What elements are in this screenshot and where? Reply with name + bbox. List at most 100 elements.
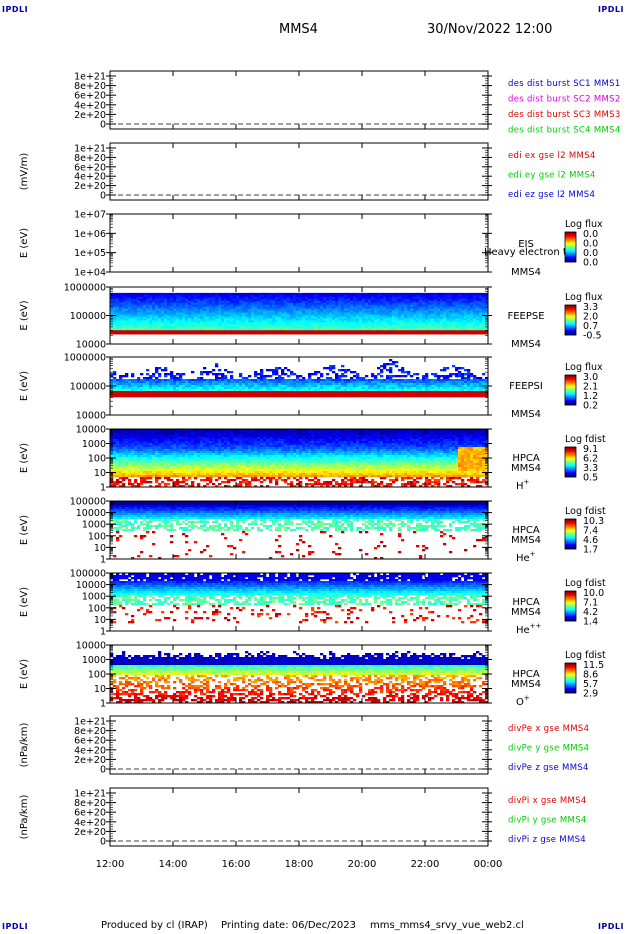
spectrogram-cell	[479, 312, 483, 315]
spectrogram-cell	[233, 296, 237, 300]
spectrogram-cell	[194, 300, 198, 304]
spectrogram-cell	[260, 324, 264, 327]
spectrogram-cell	[341, 310, 345, 313]
spectrogram-cell	[440, 304, 444, 307]
spectrogram-cell	[266, 330, 270, 333]
spectrogram-cell	[275, 314, 279, 317]
spectrogram-cell	[434, 316, 438, 319]
spectrogram-cell	[224, 369, 228, 372]
spectrogram-cell	[338, 298, 342, 302]
spectrogram-cell	[206, 326, 210, 329]
spectrogram-cell	[248, 314, 252, 317]
spectrogram-cell	[419, 385, 423, 388]
spectrogram-cell	[326, 385, 330, 388]
spectrogram-cell	[212, 322, 216, 325]
spectrogram-cell	[170, 387, 174, 390]
spectrogram-cell	[149, 451, 153, 454]
spectrogram-cell	[305, 320, 309, 323]
spectrogram-cell	[128, 379, 132, 382]
spectrogram-cell	[362, 302, 366, 305]
spectrogram-cell	[392, 302, 396, 305]
spectrogram-cell	[146, 395, 150, 398]
y-tick-label: 4e+20	[74, 172, 106, 183]
spectrogram-cell	[320, 328, 324, 331]
spectrogram-cell	[119, 435, 123, 438]
spectrogram-cell	[464, 308, 468, 311]
spectrogram-cell	[200, 300, 204, 304]
spectrogram-cell	[245, 332, 249, 335]
spectrogram-cell	[134, 449, 138, 452]
spectrogram-cell	[302, 298, 306, 302]
spectrogram-cell	[395, 306, 399, 309]
spectrogram-cell	[239, 320, 243, 323]
spectrogram-cell	[296, 383, 300, 386]
spectrogram-cell	[116, 443, 120, 446]
spectrogram-cell	[287, 389, 291, 392]
spectrogram-cell	[233, 379, 237, 382]
spectrogram-cell	[185, 328, 189, 331]
spectrogram-cell	[278, 379, 282, 382]
spectrogram-cell	[266, 302, 270, 305]
spectrogram-cell	[278, 332, 282, 335]
spectrogram-cell	[362, 330, 366, 333]
spectrogram-cell	[344, 326, 348, 329]
spectrogram-cell	[302, 318, 306, 321]
spectrogram-cell	[302, 387, 306, 390]
spectrogram-cell	[416, 330, 420, 333]
spectrogram-cell	[140, 469, 144, 472]
spectrogram-cell	[323, 308, 327, 311]
spectrogram-cell	[479, 298, 483, 302]
spectrogram-cell	[443, 300, 447, 304]
spectrogram-cell	[266, 294, 270, 298]
spectrogram-cell	[269, 300, 273, 304]
spectrogram-cell	[218, 377, 222, 380]
spectrogram-cell	[383, 312, 387, 315]
spectrogram-cell	[296, 387, 300, 390]
spectrogram-cell	[437, 391, 441, 394]
spectrogram-cell	[110, 304, 114, 307]
spectrogram-cell	[221, 322, 225, 325]
spectrogram-cell	[188, 294, 192, 298]
spectrogram-cell	[419, 306, 423, 309]
corner-label-bottom-right: IPDLI	[597, 922, 624, 931]
spectrogram-cell	[359, 322, 363, 325]
spectrogram-cell	[134, 453, 138, 456]
spectrogram-cell	[353, 389, 357, 392]
spectrogram-cell	[197, 316, 201, 319]
spectrogram-cell	[122, 443, 126, 446]
spectrogram-cell	[164, 296, 168, 300]
spectrogram-cell	[287, 300, 291, 304]
spectrogram-cell	[473, 296, 477, 300]
spectrogram-cell	[347, 385, 351, 388]
spectrogram-cell	[278, 328, 282, 331]
colorbar-step	[565, 393, 576, 396]
spectrogram-cell	[305, 324, 309, 327]
spectrogram-cell	[233, 391, 237, 394]
spectrogram-cell	[194, 312, 198, 315]
spectrogram-cell	[398, 330, 402, 333]
spectrogram-cell	[359, 324, 363, 327]
spectrogram-cell	[374, 377, 378, 380]
spectrogram-cell	[398, 310, 402, 313]
spectrogram-cell	[311, 373, 315, 376]
spectrogram-cell	[269, 395, 273, 398]
spectrogram-cell	[197, 385, 201, 388]
spectrogram-cell	[194, 316, 198, 319]
spectrogram-cell	[422, 310, 426, 313]
spectrogram-cell	[221, 377, 225, 380]
spectrogram-cell	[347, 326, 351, 329]
spectrogram-cell	[278, 391, 282, 394]
spectrogram-cell	[272, 322, 276, 325]
spectrogram-cell	[248, 326, 252, 329]
spectrogram-cell	[437, 375, 441, 378]
spectrogram-cell	[347, 320, 351, 323]
spectrogram-cell	[419, 304, 423, 307]
spectrogram-cell	[425, 320, 429, 323]
spectrogram-cell	[302, 316, 306, 319]
spectrogram-cell	[113, 310, 117, 313]
spectrogram-cell	[266, 300, 270, 304]
spectrogram-cell	[458, 395, 462, 398]
spectrogram-cell	[155, 471, 159, 474]
spectrogram-cell	[179, 395, 183, 398]
spectrogram-cell	[437, 306, 441, 309]
